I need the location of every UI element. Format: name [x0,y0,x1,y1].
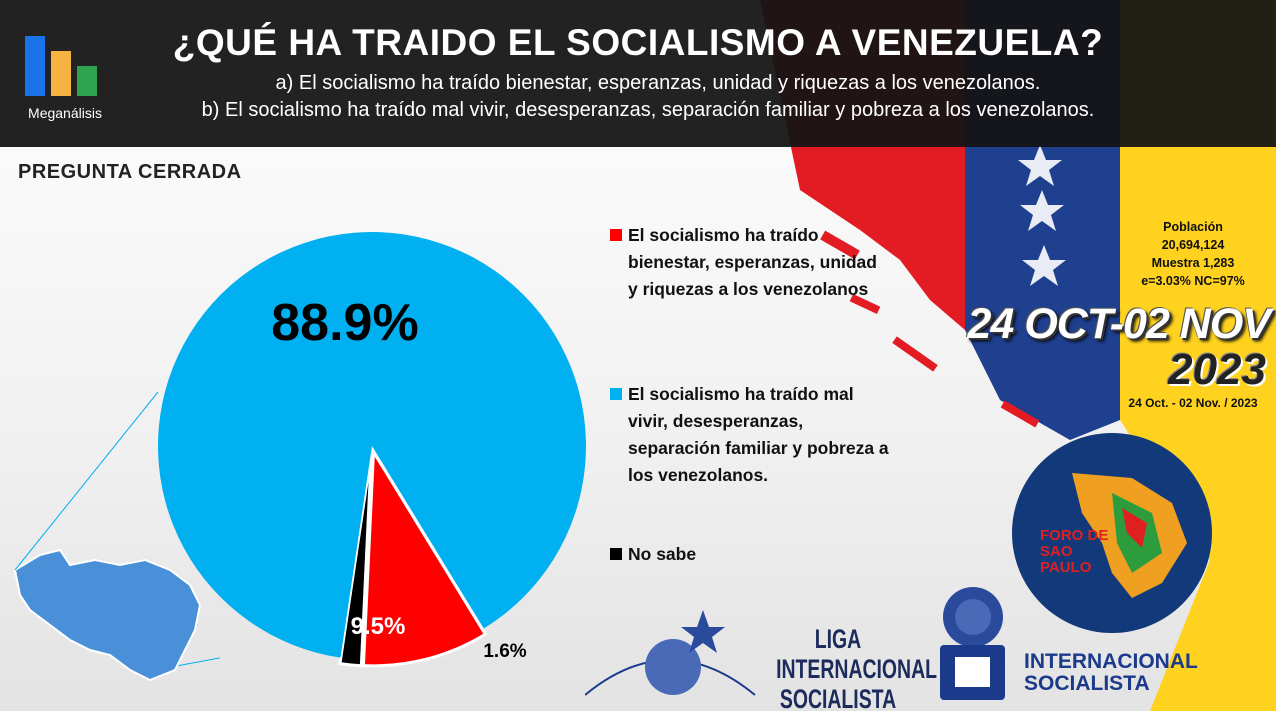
date-range-small: 24 Oct. - 02 Nov. / 2023 [1128,396,1258,410]
option-b-text: b) El socialismo ha traído mal vivir, de… [201,99,1095,121]
meganalisis-logo: Meganálisis [20,26,110,121]
liga-internacional-logo [585,610,756,696]
page-title: ¿QUÉ HA TRAIDO EL SOCIALISMO A VENEZUELA… [172,22,1104,63]
date-range-big: 24 OCT-02 NOV [967,300,1271,348]
legend-text-red: El socialismo ha traído bienestar, esper… [628,225,877,299]
liga-internacional-text: LIGA INTERNACIONAL SOCIALISTA [776,624,937,714]
poblacion-label: Población [1163,220,1223,234]
logo-bar-yellow [51,51,71,96]
foro-line2: DE [1087,527,1109,544]
legend-item-blue: El socialismo ha traído mal vivir, deses… [610,381,890,489]
foro-line4: PAULO [1040,559,1092,576]
legend-text-blue: El socialismo ha traído mal vivir, deses… [628,384,889,485]
legend-swatch-black [610,548,622,560]
legend-text-black: No sabe [628,544,697,564]
is-line1: INTERNACIONAL [1024,650,1198,673]
lis-line1: LIGA INTERNACIONAL [776,624,937,684]
foro-line1: FORO [1040,527,1084,544]
muestra-text: Muestra 1,283 [1151,256,1235,270]
foro-text: FORO DE SAO PAULO [1040,528,1110,576]
logo-text: Meganálisis [28,105,102,121]
venezuela-map [13,548,220,682]
legend-item-red: El socialismo ha traído bienestar, esper… [610,222,890,303]
sample-info: Población 20,694,124 Muestra 1,283 e=3.0… [1118,218,1268,290]
poblacion-value: 20,694,124 [1161,238,1225,252]
internacional-socialista-logo [940,587,1005,700]
lis-line2: SOCIALISTA [779,684,897,714]
question-type-label: PREGUNTA CERRADA [18,161,242,183]
year-big: 2023 [1168,345,1266,394]
internacional-socialista-text: INTERNACIONAL SOCIALISTA [1024,651,1224,695]
logo-bar-green [77,66,97,96]
foro-graphic [1072,473,1187,598]
legend-swatch-blue [610,388,622,400]
option-a-text: a) El socialismo ha traído bienestar, es… [275,72,1041,94]
is-line2: SOCIALISTA [1024,672,1150,695]
legend-item-black: No sabe [610,541,890,568]
legend-swatch-red [610,229,622,241]
foro-line3: SAO [1040,543,1073,560]
foro-sao-paulo-logo: FORO DE SAO PAULO [1012,433,1212,633]
logo-bar-blue [25,36,45,96]
header-banner: Meganálisis ¿QUÉ HA TRAIDO EL SOCIALISMO… [0,0,1276,147]
error-text: e=3.03% NC=97% [1141,274,1245,288]
